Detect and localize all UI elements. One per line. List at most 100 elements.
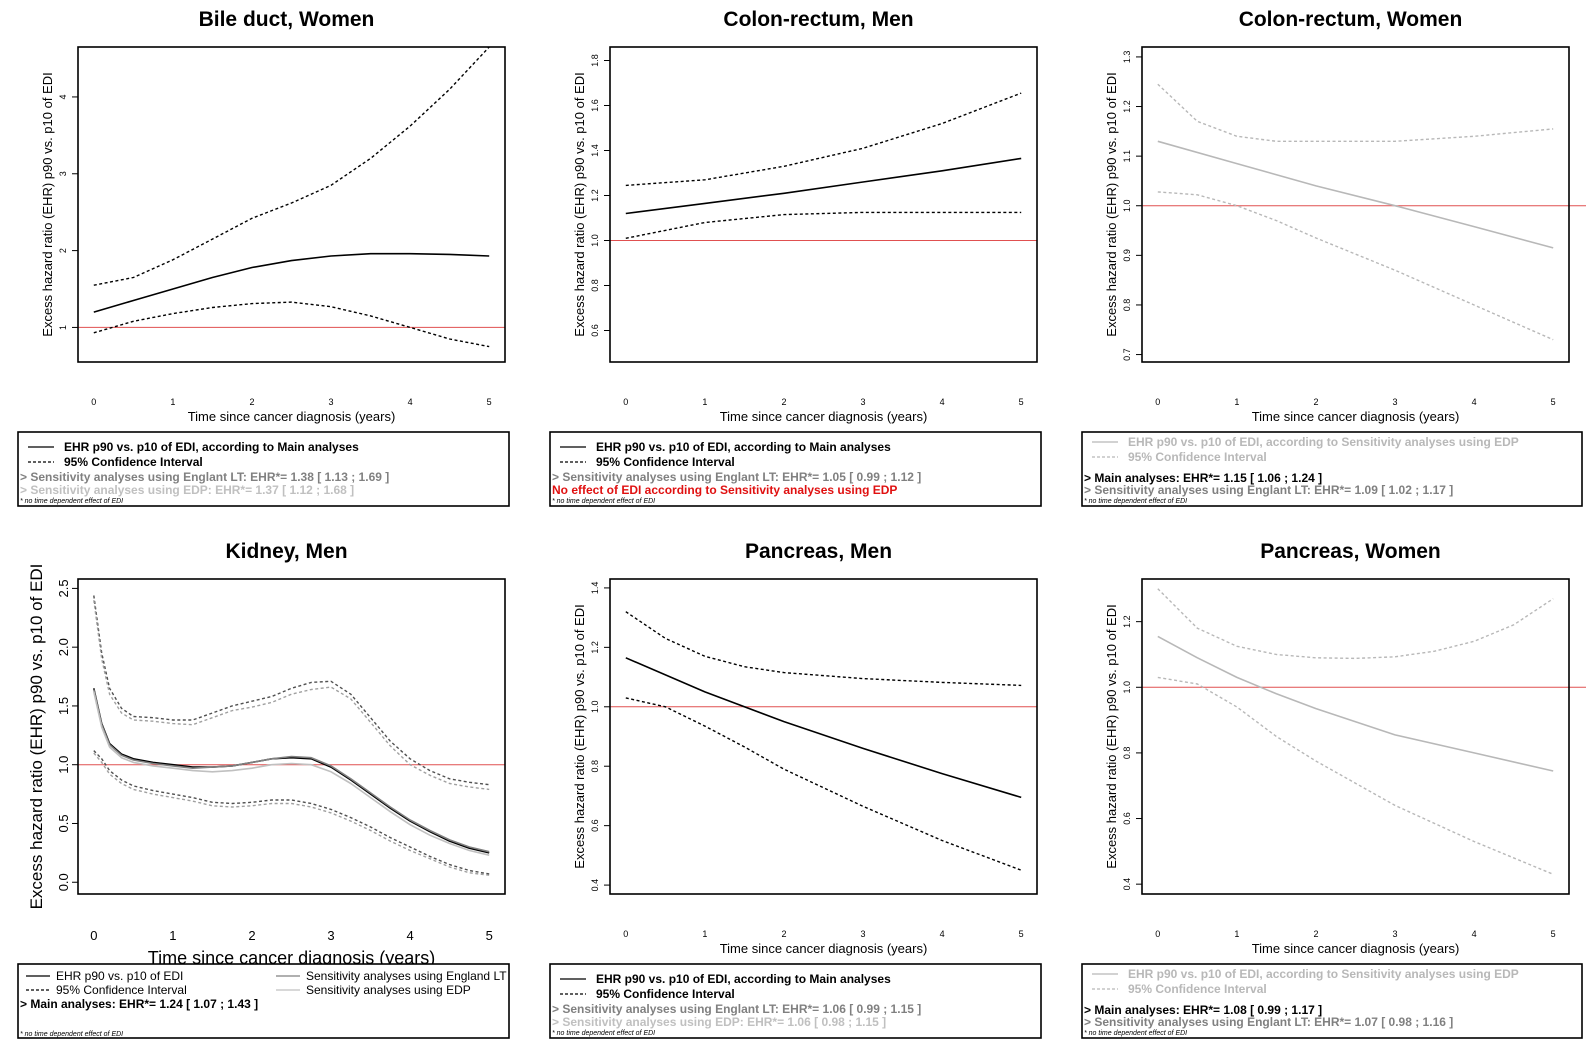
x-tick-label: 5 (1551, 397, 1556, 407)
panel-2: Colon-rectum, Men 0 1 2 3 4 5 0.6 0.8 1.0 1.2 1.4 1.… (549, 8, 1042, 507)
legend-box: EHR p90 vs. p10 of EDI Sensitivity analys… (17, 963, 510, 1039)
x-axis-label: Time since cancer diagnosis (years) (720, 409, 928, 424)
ci-line-7 (93, 752, 490, 876)
y-tick-label: 1.8 (590, 54, 600, 67)
panel-1: Bile duct, Women 0 1 2 3 4 5 1 2 3 4 Time since can… (17, 8, 510, 507)
x-axis-label: Time since cancer diagnosis (years) (148, 948, 435, 968)
y-tick-label: 1.3 (1122, 51, 1132, 64)
legend-note: * no time dependent effect of EDI (552, 1030, 655, 1037)
y-tick-label: 1.4 (590, 582, 600, 595)
y-tick-label: 1.2 (1122, 100, 1132, 113)
x-tick-label: 4 (408, 397, 413, 407)
x-tick-label: 0 (623, 929, 628, 939)
y-tick-label: 1.2 (1122, 615, 1132, 628)
ci-line-2 (625, 92, 1022, 187)
legend-line: EHR p90 vs. p10 of EDI, according to Sen… (1128, 435, 1519, 449)
legend-frame (17, 431, 510, 507)
ci-line-4 (93, 595, 490, 786)
panel-title: Kidney, Men (225, 540, 347, 563)
panel-5: Pancreas, Men 0 1 2 3 4 5 0.4 0.6 0.8 1.0 1.2 1.4 Tim… (549, 540, 1042, 1039)
x-tick-label: 3 (1393, 397, 1398, 407)
estimate-line-1 (1157, 635, 1554, 772)
legend-line: 95% Confidence Interval (1128, 982, 1267, 996)
ci-line-2 (1157, 588, 1554, 660)
x-tick-label: 4 (1472, 397, 1477, 407)
estimate-line-1 (625, 157, 1022, 215)
legend-line: > Sensitivity analyses using Englant LT:… (1084, 1015, 1453, 1029)
series-group (625, 92, 1022, 239)
ci-line-3 (93, 301, 490, 348)
legend-frame (1081, 431, 1583, 507)
x-tick-label: 0 (623, 397, 628, 407)
y-tick-label: 0.9 (1122, 249, 1132, 262)
panel-title: Pancreas, Men (745, 540, 892, 563)
y-tick-label: 0.8 (1122, 747, 1132, 760)
y-axis-label: Excess hazard ratio (EHR) p90 vs. p10 of… (1104, 604, 1119, 868)
ci-line-3 (625, 211, 1022, 239)
x-tick-label: 4 (1472, 929, 1477, 939)
y-tick-label: 2 (58, 248, 68, 253)
legend-item: EHR p90 vs. p10 of EDI (56, 969, 183, 983)
x-tick-label: 0 (91, 397, 96, 407)
y-tick-label: 0.8 (590, 760, 600, 773)
ci-line-2 (1157, 83, 1554, 142)
estimate-line-3 (93, 691, 490, 856)
estimate-line-1 (625, 657, 1022, 799)
x-tick-label: 3 (861, 397, 866, 407)
legend-line: > Sensitivity analyses using EDP: EHR*= … (552, 1015, 886, 1029)
legend-line: > Sensitivity analyses using Englant LT:… (552, 470, 921, 484)
legend-box: EHR p90 vs. p10 of EDI, according to Sen… (1081, 963, 1583, 1039)
panel-title: Pancreas, Women (1260, 540, 1441, 563)
legend-line: > Sensitivity analyses using Englant LT:… (1084, 483, 1453, 497)
legend-box: EHR p90 vs. p10 of EDI, according to Mai… (549, 431, 1042, 507)
y-tick-label: 1.2 (590, 641, 600, 654)
x-tick-label: 3 (1393, 929, 1398, 939)
legend-line: EHR p90 vs. p10 of EDI, according to Mai… (64, 440, 359, 454)
legend-line: 95% Confidence Interval (596, 987, 735, 1001)
x-tick-label: 2 (1313, 929, 1318, 939)
x-axis-label: Time since cancer diagnosis (years) (720, 941, 928, 956)
legend-item: Sensitivity analyses using England LT (306, 969, 507, 983)
legend-line: EHR p90 vs. p10 of EDI, according to Mai… (596, 972, 891, 986)
panel-title: Colon-rectum, Women (1239, 8, 1463, 31)
y-tick-label: 3 (58, 171, 68, 176)
y-axis-label: Excess hazard ratio (EHR) p90 vs. p10 of… (27, 564, 46, 910)
y-tick-label: 1.0 (590, 234, 600, 247)
legend-line: > Main analyses: EHR*= 1.15 [ 1.06 ; 1.2… (1084, 471, 1322, 485)
x-tick-label: 2 (1313, 397, 1318, 407)
legend-line: 95% Confidence Interval (596, 455, 735, 469)
y-tick-label: 1.4 (590, 144, 600, 157)
legend-line: EHR p90 vs. p10 of EDI, according to Sen… (1128, 967, 1519, 981)
legend-note: * no time dependent effect of EDI (20, 498, 123, 505)
ci-line-6 (93, 750, 490, 875)
legend-frame (17, 963, 510, 1039)
x-axis-label: Time since cancer diagnosis (years) (1252, 941, 1460, 956)
x-tick-label: 5 (1019, 929, 1024, 939)
legend-item: Sensitivity analyses using EDP (306, 983, 471, 997)
legend-box: EHR p90 vs. p10 of EDI, according to Mai… (549, 963, 1042, 1039)
y-tick-label: 1 (58, 325, 68, 330)
legend-note: * no time dependent effect of EDI (552, 498, 655, 505)
series-group (1157, 588, 1554, 875)
y-tick-label: 0.4 (590, 879, 600, 892)
series-group (93, 47, 490, 348)
plot-frame (1141, 46, 1570, 363)
ci-line-3 (625, 697, 1022, 871)
y-tick-label: 1.0 (56, 756, 71, 774)
series-group (1157, 83, 1554, 341)
y-tick-label: 0.0 (56, 873, 71, 891)
x-tick-label: 4 (940, 929, 945, 939)
x-tick-label: 2 (781, 397, 786, 407)
estimate-line-2 (93, 689, 490, 853)
legend-line: No effect of EDI according to Sensitivit… (552, 483, 897, 497)
x-axis-label: Time since cancer diagnosis (years) (1252, 409, 1460, 424)
panel-title: Bile duct, Women (199, 8, 375, 31)
x-tick-label: 1 (170, 397, 175, 407)
x-tick-label: 5 (1019, 397, 1024, 407)
x-tick-label: 3 (861, 929, 866, 939)
legend-line: > Main analyses: EHR*= 1.08 [ 0.99 ; 1.1… (1084, 1003, 1322, 1017)
legend-line: 95% Confidence Interval (64, 455, 203, 469)
y-tick-label: 0.6 (590, 819, 600, 832)
x-tick-label: 3 (327, 928, 334, 943)
